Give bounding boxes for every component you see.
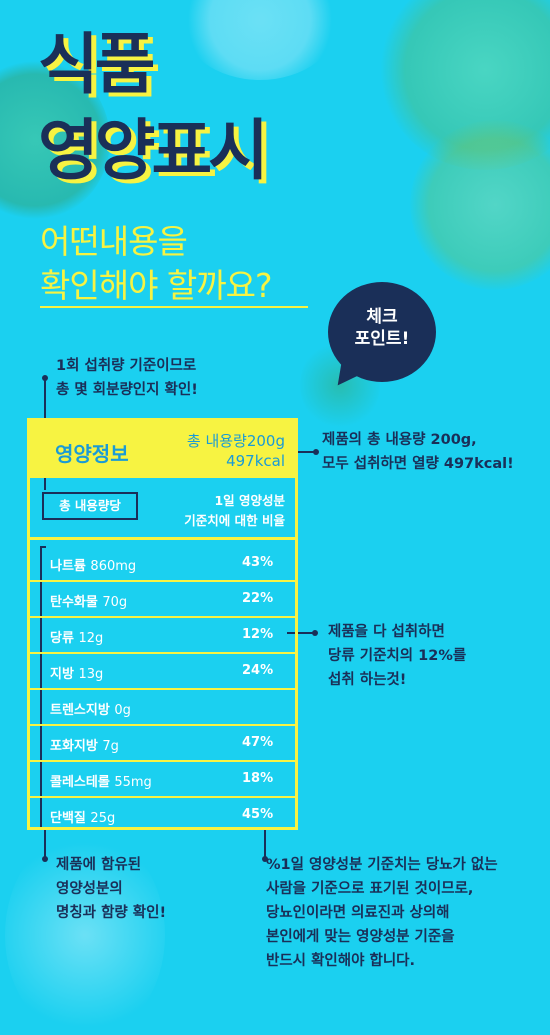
daily-label-line: 기준치에 대한 비율 (184, 513, 285, 528)
annotation-line: 명칭과 함량 확인! (56, 905, 167, 921)
page-title-line2: 영양표시 (38, 112, 269, 189)
annotation-line: %1일 영양성분 기준치는 당뇨가 없는 (266, 857, 498, 873)
nutrient-name: 나트륨 860mg (50, 555, 136, 574)
annotation-sugar: 제품을 다 섭취하면 당류 기준치의 12%를 섭취 하는것! (328, 620, 466, 692)
nutrient-name: 탄수화물 70g (50, 591, 127, 610)
annotation-line: 본인에게 맞는 영양성분 기준을 (266, 929, 455, 945)
annotation-line: 제품의 총 내용량 200g, (322, 432, 477, 448)
nutrient-amount: 0g (114, 703, 131, 718)
badge-line1: 체크 (366, 307, 398, 327)
nutrient-amount: 7g (102, 739, 119, 754)
connector-line (44, 829, 46, 859)
connector-line (264, 828, 266, 858)
annotation-note: %1일 영양성분 기준치는 당뇨가 없는 사람을 기준으로 표기된 것이므로, … (266, 853, 498, 973)
nutrient-label: 포화지방 (50, 739, 98, 754)
background-food-image (180, 0, 340, 80)
connector-dot (312, 630, 318, 636)
table-row: 단백질 25g 45% (30, 798, 295, 834)
speech-bubble (328, 282, 436, 382)
page-subtitle: 어떤내용을 확인해야 할까요? (40, 220, 273, 308)
bracket-line (40, 546, 46, 548)
annotation-line: 총 몇 회분량인지 확인! (56, 382, 198, 398)
daily-value-label: 1일 영양성분 기준치에 대한 비율 (184, 491, 285, 531)
connector-line (287, 632, 313, 634)
nutrition-table-header: 영양정보 총 내용량200g 497kcal (30, 421, 295, 478)
annotation-line: 사람을 기준으로 표기된 것이므로, (266, 881, 474, 897)
nutrient-percent: 24% (242, 663, 274, 678)
annotation-line: 1회 섭취량 기준이므로 (56, 358, 197, 374)
check-point-badge: 체크 포인트! (328, 306, 436, 350)
nutrient-label: 콜레스테롤 (50, 775, 110, 790)
nutrient-percent: 18% (242, 771, 274, 786)
table-row: 당류 12g 12% (30, 618, 295, 654)
table-row: 트렌스지방 0g (30, 690, 295, 726)
annotation-total: 제품의 총 내용량 200g, 모두 섭취하면 열량 497kcal! (322, 428, 514, 476)
nutrient-amount: 13g (78, 667, 104, 682)
nutrition-table-title: 영양정보 (55, 442, 129, 466)
nutrient-name: 트렌스지방 0g (50, 699, 131, 718)
nutrient-name: 단백질 25g (50, 807, 115, 826)
annotation-nutrients: 제품에 함유된 영양성분의 명칭과 함량 확인! (56, 853, 166, 925)
nutrient-label: 나트륨 (50, 559, 86, 574)
table-row: 지방 13g 24% (30, 654, 295, 690)
nutrient-amount: 70g (102, 595, 128, 610)
nutrient-label: 지방 (50, 667, 74, 682)
table-row: 나트륨 860mg 43% (30, 546, 295, 582)
background-food-image (5, 830, 165, 1035)
nutrient-label: 단백질 (50, 811, 86, 826)
calories-text: 497kcal (226, 452, 285, 470)
annotation-line: 제품에 함유된 (56, 857, 142, 873)
table-row: 탄수화물 70g 22% (30, 582, 295, 618)
nutrition-subheader: 총 내용량당 1일 영양성분 기준치에 대한 비율 (30, 478, 295, 540)
nutrient-percent: 43% (242, 555, 274, 570)
nutrient-name: 지방 13g (50, 663, 103, 682)
nutrient-amount: 55mg (114, 775, 152, 790)
nutrient-name: 포화지방 7g (50, 735, 119, 754)
table-row: 포화지방 7g 47% (30, 726, 295, 762)
annotation-line: 당뇨인이라면 의료진과 상의해 (266, 905, 450, 921)
nutrient-label: 트렌스지방 (50, 703, 110, 718)
page-title-line1: 식품 (38, 26, 155, 103)
badge-line2: 포인트! (354, 329, 410, 349)
nutrient-amount: 25g (90, 811, 116, 826)
connector-dot (262, 856, 268, 862)
annotation-line: 반드시 확인해야 합니다. (266, 953, 416, 969)
subtitle-line1: 어떤내용을 (40, 222, 188, 261)
annotation-line: 섭취 하는것! (328, 672, 407, 688)
total-amount-text: 총 내용량200g (186, 432, 285, 450)
nutrient-name: 당류 12g (50, 627, 103, 646)
subtitle-line2: 확인해야 할까요? (40, 266, 273, 305)
nutrient-amount: 12g (78, 631, 104, 646)
daily-label-line: 1일 영양성분 (214, 493, 285, 508)
annotation-line: 당류 기준치의 12%를 (328, 648, 467, 664)
annotation-line: 제품을 다 섭취하면 (328, 624, 445, 640)
connector-line (290, 451, 315, 453)
annotation-line: 모두 섭취하면 열량 497kcal! (322, 456, 514, 472)
connector-dot (313, 449, 319, 455)
nutrient-percent: 47% (242, 735, 274, 750)
annotation-line: 영양성분의 (56, 881, 123, 897)
nutrient-percent: 22% (242, 591, 274, 606)
nutrient-label: 탄수화물 (50, 595, 98, 610)
nutrient-name: 콜레스테롤 55mg (50, 771, 152, 790)
table-row: 콜레스테롤 55mg 18% (30, 762, 295, 798)
subtitle-underline (40, 306, 308, 308)
connector-dot (42, 856, 48, 862)
bracket-line (40, 546, 42, 829)
nutrition-total-amount: 총 내용량200g 497kcal (187, 431, 285, 471)
annotation-serving: 1회 섭취량 기준이므로 총 몇 회분량인지 확인! (56, 354, 198, 402)
nutrient-percent: 45% (242, 807, 274, 822)
nutrient-label: 당류 (50, 631, 74, 646)
serving-label: 총 내용량당 (42, 492, 138, 520)
nutrient-amount: 860mg (90, 559, 137, 574)
background-food-image (410, 120, 550, 290)
nutrition-facts-table: 영양정보 총 내용량200g 497kcal 총 내용량당 1일 영양성분 기준… (27, 418, 298, 830)
nutrient-percent: 12% (242, 627, 274, 642)
